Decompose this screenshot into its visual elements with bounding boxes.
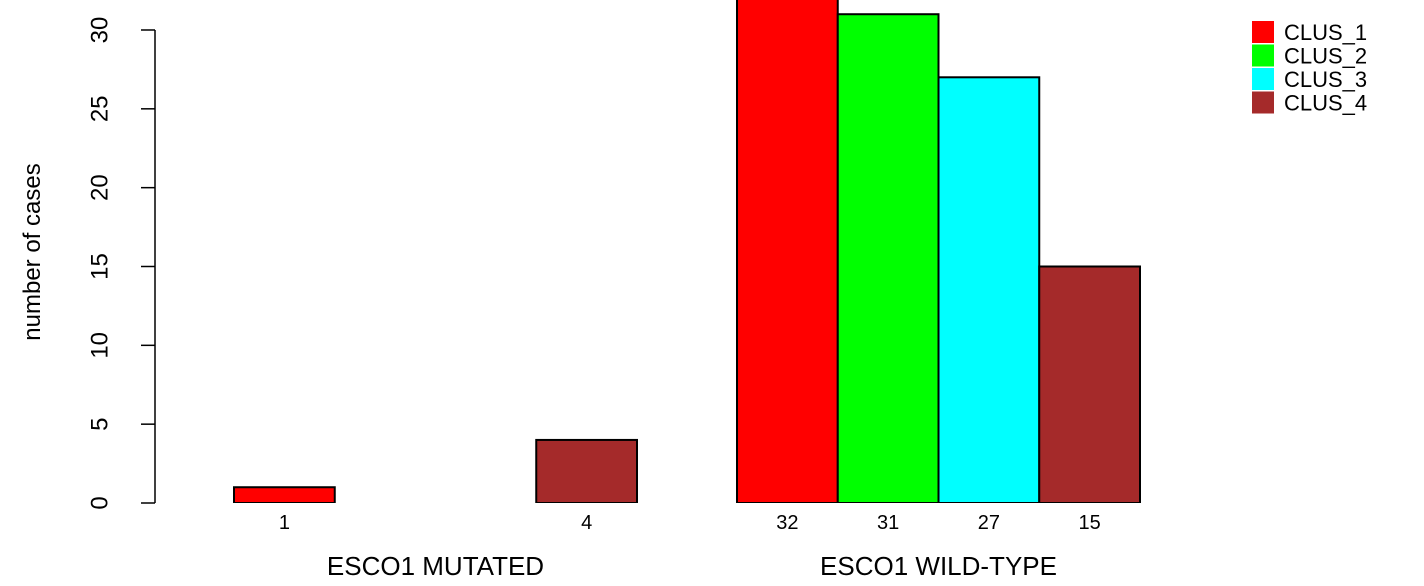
- bar-value-label: 27: [978, 512, 1000, 534]
- y-tick-label: 0: [87, 496, 114, 509]
- bar-value-label: 32: [776, 512, 798, 534]
- bar-value-label: 31: [877, 512, 899, 534]
- group-labels: ESCO1 MUTATED ESCO1 WILD-TYPE: [327, 551, 1057, 581]
- bar-value-label: 1: [279, 512, 290, 534]
- bar-value-label: 4: [581, 512, 592, 534]
- bar-clus-3-wild-type: [937, 76, 1041, 503]
- y-tick-label: 30: [87, 17, 114, 44]
- bar-value-label: 15: [1079, 512, 1101, 534]
- bar-clus-4-mutated: [535, 438, 638, 503]
- bar-labels: 1 4 32 31 27 15: [279, 512, 1101, 534]
- legend-swatch: [1252, 21, 1274, 43]
- group-label: ESCO1 MUTATED: [327, 551, 544, 581]
- group-label: ESCO1 WILD-TYPE: [820, 551, 1057, 581]
- y-tick-label: 25: [87, 95, 114, 122]
- y-axis-title: number of cases: [19, 163, 46, 340]
- y-tick-label: 15: [87, 253, 114, 280]
- y-tick-label: 20: [87, 174, 114, 201]
- legend-label: CLUS_2: [1284, 44, 1367, 69]
- bar-clus-1-wild-type: [736, 0, 839, 503]
- bar-clus-2-wild-type: [836, 13, 940, 503]
- legend-swatch: [1252, 44, 1274, 67]
- y-tick-label: 10: [87, 332, 114, 359]
- y-axis: 0 5 10 15 20 25 30: [87, 17, 156, 510]
- y-tick-label: 5: [87, 417, 114, 430]
- legend-label: CLUS_4: [1284, 91, 1367, 116]
- legend-swatch: [1252, 68, 1274, 90]
- bar-clus-4-wild-type: [1038, 265, 1141, 503]
- legend-label: CLUS_1: [1284, 20, 1367, 45]
- legend-label: CLUS_3: [1284, 67, 1367, 92]
- bar-clus-1-mutated: [233, 486, 336, 503]
- bars: [233, 0, 1141, 503]
- legend-swatch: [1252, 91, 1274, 114]
